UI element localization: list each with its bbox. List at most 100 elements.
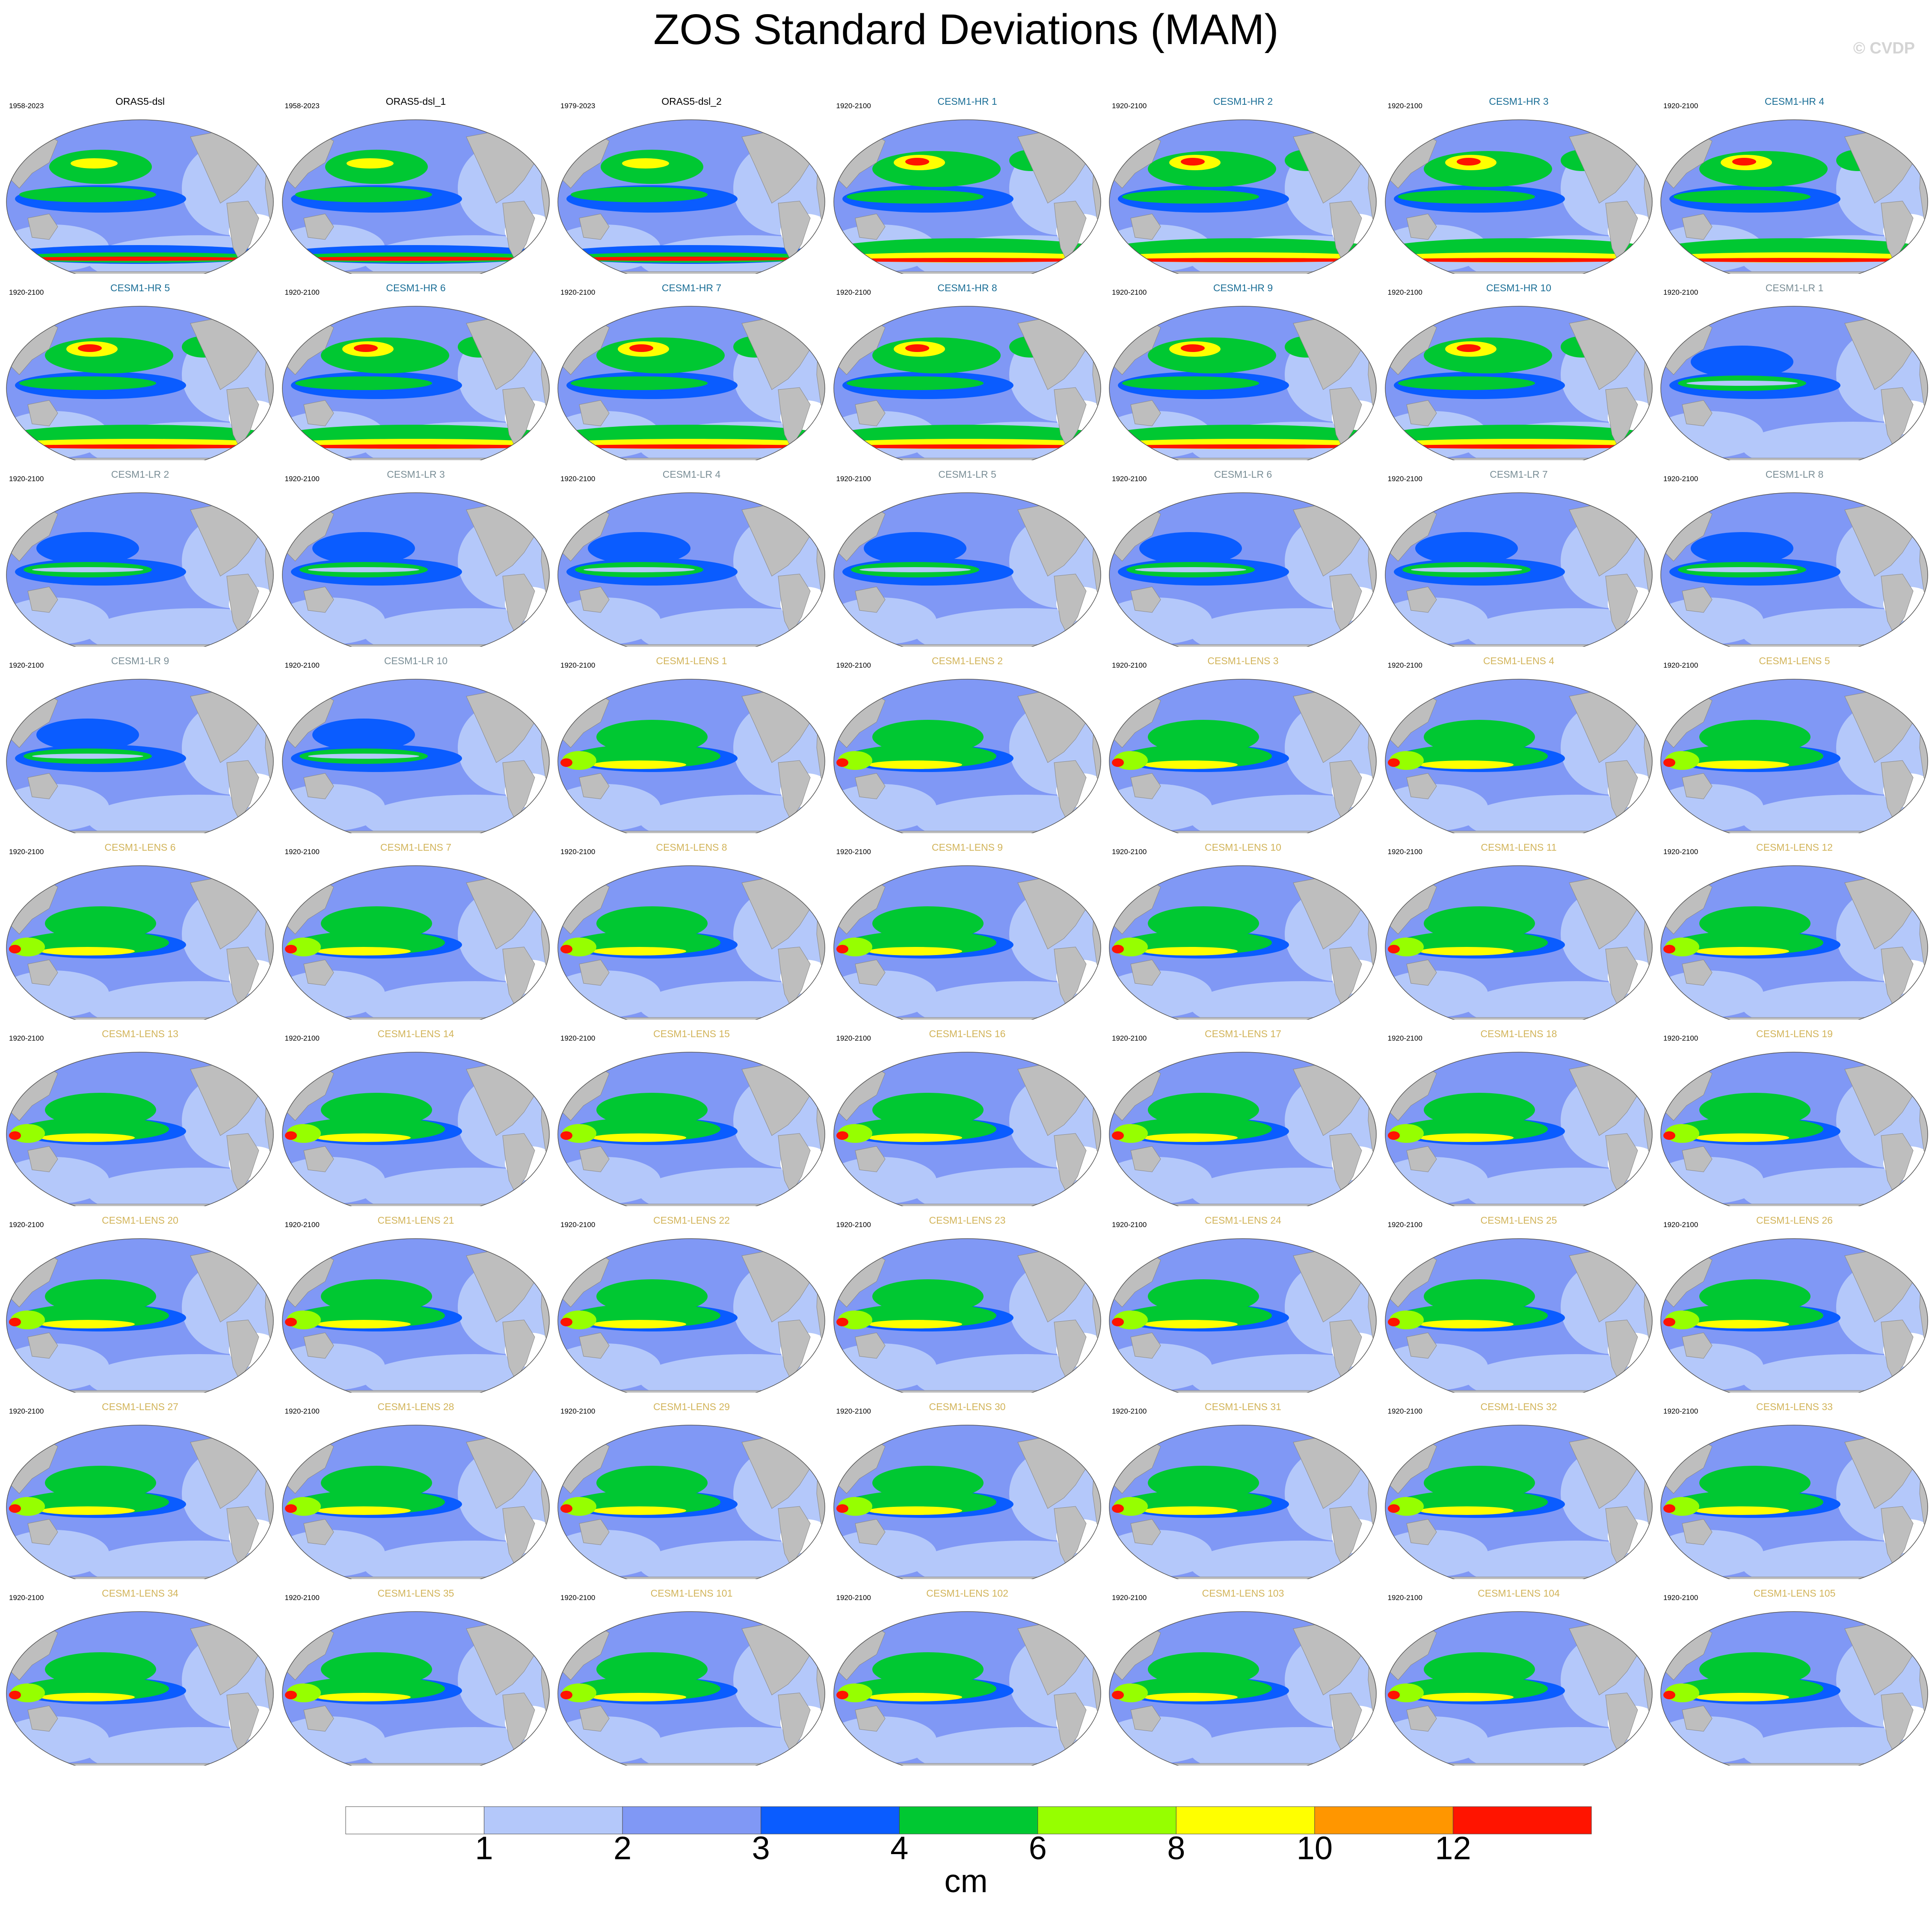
map-panel: 1920-2100 CESM1-LENS 8	[554, 836, 830, 1020]
antarctica-land	[6, 271, 273, 274]
antarctica-land	[1661, 644, 1928, 647]
panel-title: CESM1-LENS 12	[1756, 842, 1833, 853]
tropical-core	[41, 947, 135, 955]
panel-period: 1920-2100	[1387, 848, 1422, 856]
antarctica-land	[558, 644, 825, 647]
panel-period: 1920-2100	[1112, 102, 1147, 110]
indian-ocean-peak	[1112, 945, 1124, 953]
map-outline	[1384, 1611, 1653, 1766]
equatorial-minimum	[32, 754, 143, 759]
map-outline	[1109, 119, 1377, 274]
map-panel: 1920-2100 CESM1-LENS 27	[2, 1395, 278, 1579]
colorbar	[345, 1806, 1592, 1834]
map-outline	[282, 492, 550, 647]
panel-title: CESM1-HR 7	[661, 282, 722, 293]
map-panel: 1920-2100 CESM1-LENS 26	[1656, 1209, 1932, 1393]
australia-land	[1406, 213, 1437, 240]
ensemble-map	[282, 679, 550, 833]
low-variance-area	[833, 598, 936, 645]
indian-ocean-peak	[1387, 1318, 1400, 1326]
colorbar-units: cm	[944, 1863, 988, 1899]
map-panel: 1979-2023 ORAS5-dsl_2	[554, 90, 830, 274]
map-panel: 1920-2100 CESM1-LENS 20	[2, 1209, 278, 1393]
indian-ocean-peak	[1112, 1691, 1124, 1699]
panel-title: CESM1-LENS 18	[1480, 1028, 1557, 1039]
ensemble-map	[1660, 1611, 1928, 1766]
tropical-band	[1122, 376, 1259, 390]
ensemble-map	[557, 1052, 825, 1206]
indian-ocean-peak	[560, 1691, 572, 1699]
panel-title: CESM1-LR 1	[1765, 282, 1824, 293]
indian-ocean-peak	[1387, 1691, 1400, 1699]
map-outline	[1384, 306, 1653, 460]
panel-title: CESM1-LENS 23	[929, 1215, 1006, 1226]
panel-period: 1920-2100	[560, 661, 596, 669]
panel-title: CESM1-LENS 34	[102, 1588, 178, 1599]
antarctica-land	[6, 1577, 273, 1579]
indian-ocean-peak	[836, 1131, 848, 1140]
antarctica-land	[6, 458, 273, 460]
ensemble-map	[1384, 306, 1653, 460]
ensemble-map	[833, 306, 1101, 460]
map-panel: 1920-2100 CESM1-HR 8	[830, 276, 1105, 460]
australia-land	[303, 213, 334, 240]
antarctica-land	[1385, 1017, 1652, 1020]
low-variance-area	[1385, 784, 1488, 831]
map-panel: 1920-2100 CESM1-LENS 101	[554, 1582, 830, 1766]
southern-ocean-core	[1385, 444, 1652, 449]
map-outline	[6, 679, 274, 833]
ensemble-map	[282, 865, 550, 1020]
map-outline	[833, 1611, 1101, 1766]
ensemble-map	[1384, 1238, 1653, 1393]
kuroshio-peak	[353, 344, 378, 352]
map-panel: 1920-2100 CESM1-LENS 14	[278, 1022, 554, 1206]
panel-title: CESM1-LR 7	[1490, 469, 1548, 480]
indian-ocean-peak	[284, 1691, 297, 1699]
tropical-core	[316, 947, 411, 955]
panel-period: 1920-2100	[1387, 1407, 1422, 1415]
indian-ocean-peak	[836, 1691, 848, 1699]
panel-title: CESM1-HR 8	[937, 282, 997, 293]
antarctica-land	[282, 458, 549, 460]
low-variance-area	[1109, 598, 1212, 645]
low-variance-area	[282, 1530, 385, 1577]
ensemble-map	[282, 1052, 550, 1206]
low-variance-area	[6, 1157, 109, 1204]
indian-ocean-peak	[560, 1318, 572, 1326]
indian-ocean-peak	[836, 1318, 848, 1326]
ensemble-map	[557, 306, 825, 460]
tropical-band	[19, 376, 156, 390]
colorbar-segment	[1314, 1806, 1453, 1834]
panel-title: ORAS5-dsl_1	[385, 96, 446, 107]
panel-title: CESM1-LENS 25	[1480, 1215, 1557, 1226]
map-panel: 1920-2100 CESM1-LENS 28	[278, 1395, 554, 1579]
australia-land	[1682, 586, 1713, 613]
map-outline	[833, 1238, 1101, 1393]
australia-land	[854, 959, 886, 986]
panel-title: CESM1-LENS 2	[931, 655, 1003, 666]
panel-title: CESM1-LENS 22	[653, 1215, 730, 1226]
map-outline	[557, 679, 825, 833]
map-panel: 1920-2100 CESM1-LENS 6	[2, 836, 278, 1020]
low-variance-area	[6, 1530, 109, 1577]
australia-land	[1130, 1332, 1161, 1359]
map-outline	[1384, 119, 1653, 274]
tropical-core	[1419, 947, 1514, 955]
indian-ocean-peak	[1663, 1504, 1675, 1513]
colorbar-tick-label: 6	[1028, 1830, 1047, 1867]
low-variance-area	[1109, 1530, 1212, 1577]
ensemble-map	[557, 865, 825, 1020]
kuroshio-band	[312, 719, 415, 751]
map-panel: 1920-2100 CESM1-LENS 19	[1656, 1022, 1932, 1206]
map-panel: 1920-2100 CESM1-HR 5	[2, 276, 278, 460]
tropical-core	[1419, 1320, 1514, 1328]
antarctica-land	[1661, 831, 1928, 833]
map-panel: 1920-2100 CESM1-LENS 35	[278, 1582, 554, 1766]
tropical-core	[41, 1133, 135, 1142]
indian-ocean-peak	[1387, 1131, 1400, 1140]
panel-title: CESM1-HR 1	[937, 96, 997, 107]
panel-period: 1920-2100	[284, 288, 320, 296]
map-panel: 1920-2100 CESM1-HR 1	[830, 90, 1105, 274]
map-panel: 1920-2100 CESM1-LENS 22	[554, 1209, 830, 1393]
indian-ocean-peak	[1112, 1504, 1124, 1513]
